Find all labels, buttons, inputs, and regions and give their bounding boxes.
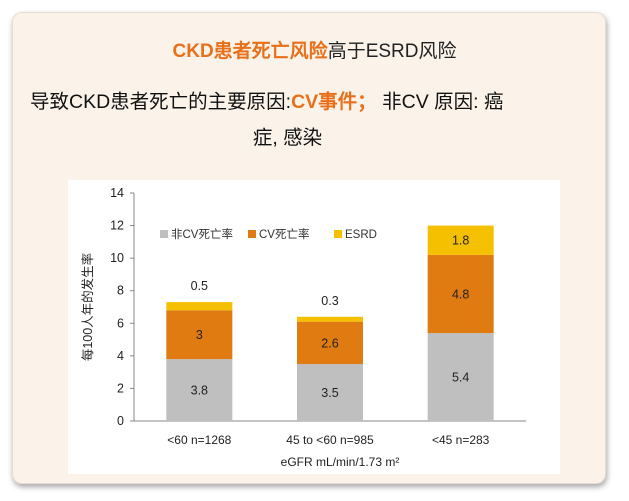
- data-label-non_cv: 3.5: [321, 386, 338, 400]
- bar-segment-esrd: [166, 302, 233, 311]
- bar-segment-esrd: [297, 316, 363, 322]
- y-tick-label: 2: [117, 381, 124, 395]
- legend-swatch-cv: [248, 230, 256, 238]
- bar-segment-cv: [427, 254, 494, 334]
- data-label-non_cv: 3.8: [191, 384, 208, 398]
- data-label-cv: 2.6: [321, 336, 338, 350]
- subtitle-line-2: 症, 感染: [252, 127, 323, 149]
- subtitle-post: 非CV 原因: 癌: [376, 91, 504, 113]
- legend-swatch-non_cv: [160, 230, 168, 238]
- data-label-non_cv: 5.4: [452, 371, 469, 385]
- data-label-esrd: 0.5: [191, 279, 208, 293]
- legend-label-cv: CV死亡率: [259, 227, 309, 241]
- x-tick-label: <45 n=283: [432, 433, 490, 447]
- subtitle-cv-events: CV事件；: [291, 91, 377, 113]
- bar-segment-non_cv: [166, 359, 233, 421]
- x-tick-label: 45 to <60 n=985: [286, 433, 374, 447]
- y-axis-title: 每100人年的发生率: [80, 253, 95, 361]
- x-tick-label: <60 n=1268: [167, 433, 231, 447]
- slide-subtitle: 导致CKD患者死亡的主要原因:CV事件； 非CV 原因: 癌 症, 感染: [30, 84, 605, 156]
- y-tick-label: 10: [110, 251, 124, 265]
- bar-segment-esrd: [427, 225, 494, 255]
- y-tick-label: 0: [117, 414, 124, 428]
- legend-swatch-esrd: [334, 230, 342, 238]
- legend-label-non_cv: 非CV死亡率: [171, 227, 233, 241]
- subtitle-line-1: 导致CKD患者死亡的主要原因:CV事件； 非CV 原因: 癌: [30, 84, 605, 120]
- title-rest: 高于ESRD风险: [327, 41, 457, 62]
- data-label-cv: 3: [196, 328, 203, 342]
- bar-segment-cv: [166, 310, 233, 360]
- data-label-cv: 4.8: [452, 287, 469, 301]
- bar-segment-non_cv: [427, 333, 494, 421]
- data-label-esrd: 0.3: [321, 294, 338, 308]
- slide-title: CKD患者死亡风险高于ESRD风险: [0, 36, 629, 63]
- data-label-esrd: 1.8: [452, 234, 469, 248]
- title-highlight: CKD患者死亡风险: [172, 41, 328, 62]
- x-axis-title: eGFR mL/min/1.73 m²: [281, 455, 400, 469]
- y-tick-label: 4: [117, 349, 124, 363]
- y-tick-label: 6: [117, 316, 124, 330]
- y-tick-label: 8: [117, 284, 124, 298]
- y-tick-label: 12: [110, 219, 124, 233]
- bar-segment-non_cv: [297, 364, 363, 421]
- subtitle-pre: 导致CKD患者死亡的主要原因:: [30, 91, 292, 113]
- bar-segment-cv: [297, 321, 363, 364]
- chart-panel: 0 2 4 6 8 10 12 14 每100人年的发生率 3.8 3 0.5 <60 n=1268 3.…: [68, 180, 560, 474]
- y-tick-label: 14: [110, 186, 124, 200]
- legend-label-esrd: ESRD: [345, 229, 377, 241]
- stacked-bar-chart: 0 2 4 6 8 10 12 14 每100人年的发生率 3.8 3 0.5 <60 n=1268 3.…: [80, 186, 526, 469]
